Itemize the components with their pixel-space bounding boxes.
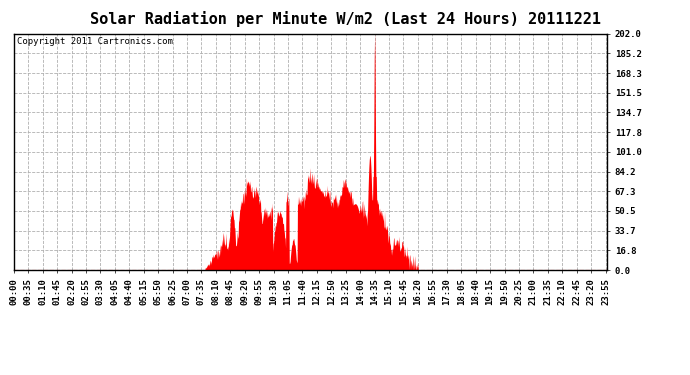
Text: Solar Radiation per Minute W/m2 (Last 24 Hours) 20111221: Solar Radiation per Minute W/m2 (Last 24… bbox=[90, 11, 600, 27]
Text: Copyright 2011 Cartronics.com: Copyright 2011 Cartronics.com bbox=[17, 37, 172, 46]
